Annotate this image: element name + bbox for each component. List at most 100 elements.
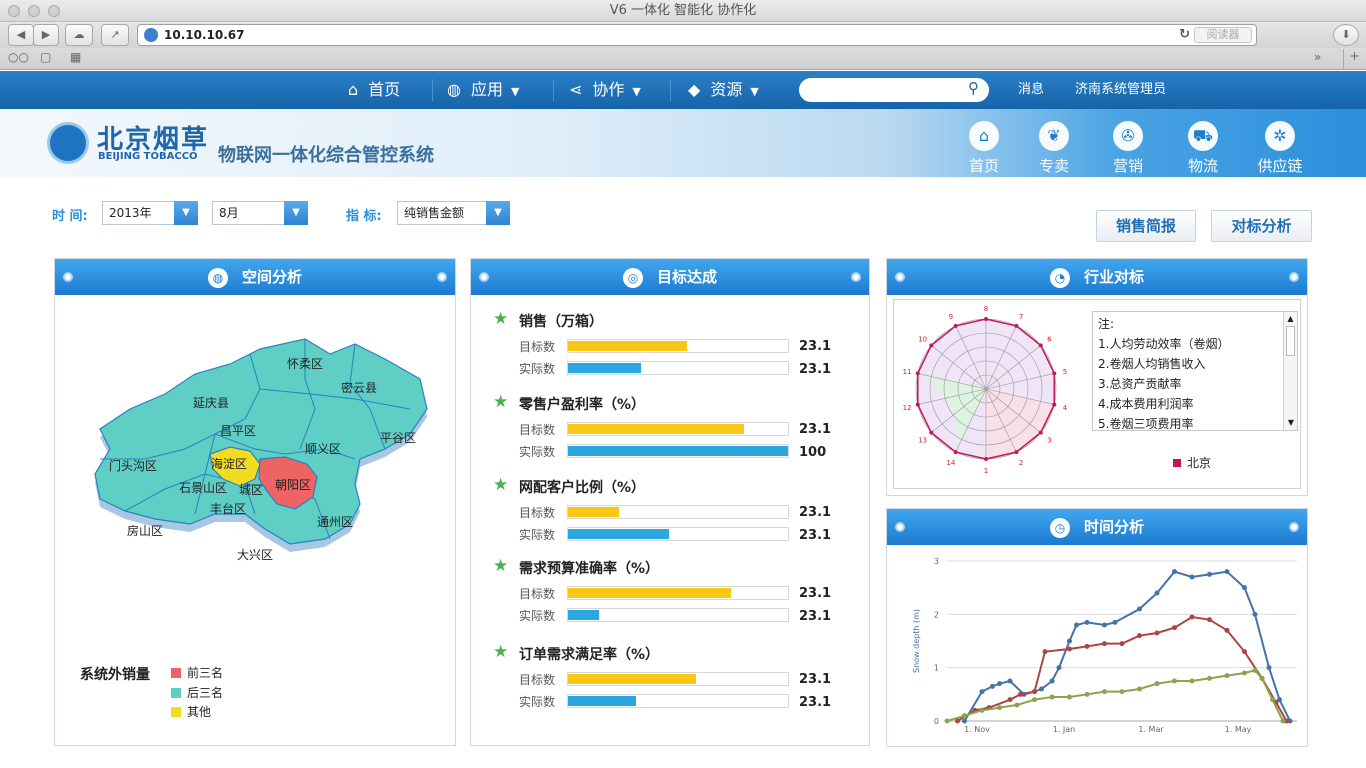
panel-dot-icon (479, 272, 489, 282)
sales-report-button[interactable]: 销售简报 (1096, 210, 1196, 242)
star-icon: ★ (493, 556, 509, 576)
new-tab-icon[interactable]: + (1343, 49, 1365, 69)
map-region-teal[interactable] (94, 338, 428, 545)
radar-point (1014, 450, 1019, 455)
year-select[interactable]: 2013年 ▼ (102, 201, 198, 225)
district-label: 朝阳区 (275, 478, 312, 492)
note-item: 2.卷烟人均销售收入 (1098, 357, 1206, 371)
radar-point (953, 450, 958, 455)
nav-item-resources[interactable]: ◆ 资源 ▼ (688, 71, 759, 109)
district-label: 延庆县 (193, 396, 230, 410)
radar-axis-label: 4 (1063, 404, 1068, 412)
download-icon[interactable]: ⬇ (1333, 24, 1359, 46)
scroll-up-icon[interactable]: ▲ (1287, 314, 1294, 323)
series-point (1042, 649, 1048, 655)
actual-label: 实际数 (519, 609, 556, 623)
series-point (1007, 697, 1013, 703)
panel-dot-icon (437, 272, 447, 282)
banner-item-monopoly[interactable]: ❦ 专卖 (1024, 121, 1084, 176)
series-point (1067, 638, 1072, 644)
radar-point (915, 402, 920, 407)
series-point (1102, 622, 1107, 628)
reading-list-icon[interactable]: ○○ (8, 50, 29, 64)
close-window-icon[interactable] (8, 5, 20, 17)
district-label: 丰台区 (210, 502, 247, 516)
search-box[interactable]: ⚲ (799, 78, 989, 102)
search-icon[interactable]: ⚲ (968, 79, 979, 97)
series-point (997, 705, 1002, 711)
y-tick-label: 3 (934, 557, 939, 566)
panel-dot-icon (895, 522, 905, 532)
browser-titlebar: V6 一体化 智能化 协作化 (0, 0, 1366, 22)
top-sites-icon[interactable]: ▦ (70, 50, 82, 64)
user-menu[interactable]: 济南系统管理员 (1075, 82, 1167, 97)
chevron-down-icon[interactable]: ▼ (486, 201, 510, 225)
actual-bar (568, 610, 599, 620)
legend-swatch (171, 668, 181, 678)
banner-item-supply-chain[interactable]: ✲ 供应链 (1250, 121, 1310, 176)
radar-notes[interactable]: 注: 1.人均劳动效率（卷烟） 2.卷烟人均销售收入 3.总资产贡献率 4.成本… (1092, 311, 1298, 431)
nav-item-label: 资源 (710, 80, 743, 99)
map-legend-title: 系统外销量 (80, 667, 150, 683)
bookmarks-icon[interactable]: ▢ (40, 50, 52, 64)
map-region-red[interactable] (258, 456, 318, 510)
search-input[interactable] (809, 81, 959, 99)
note-item: 5.卷烟三项费用率 (1098, 417, 1194, 430)
series-point (1007, 678, 1013, 684)
system-title: 物联网一体化综合管控系统 (218, 145, 434, 166)
radar-point (1038, 430, 1043, 435)
address-bar[interactable]: 10.10.10.67 ↻ 阅读器 (137, 24, 1257, 46)
metric-select[interactable]: 纯销售金额 ▼ (397, 201, 510, 225)
district-label: 昌平区 (220, 424, 257, 438)
notes-scrollbar[interactable]: ▲ ▼ (1283, 312, 1297, 430)
series-point (1112, 619, 1118, 625)
target-icon: ◎ (622, 267, 643, 288)
banner-item-marketing[interactable]: ✇ 营销 (1098, 121, 1158, 176)
nav-item-collab[interactable]: ⋖ 协作 ▼ (569, 71, 641, 109)
forward-button[interactable]: ▶ (33, 24, 59, 46)
series-point (1084, 643, 1090, 649)
scroll-down-icon[interactable]: ▼ (1287, 418, 1295, 427)
more-bookmarks-icon[interactable]: » (1314, 50, 1322, 64)
reader-button[interactable]: 阅读器 (1194, 27, 1252, 43)
map-region-yellow[interactable] (209, 446, 261, 487)
banner-item-home[interactable]: ⌂ 首页 (954, 121, 1014, 176)
globe-icon: ◍ (447, 80, 461, 99)
actual-bar (568, 363, 641, 373)
goal-title: 订单需求满足率（%） (519, 647, 660, 663)
actual-bar (568, 529, 670, 539)
back-button[interactable]: ◀ (8, 24, 34, 46)
chevron-down-icon: ▼ (632, 85, 641, 98)
nav-item-apps[interactable]: ◍ 应用 ▼ (447, 71, 519, 109)
reload-icon[interactable]: ↻ (1179, 27, 1190, 42)
banner-item-logistics[interactable]: ⛟ 物流 (1173, 121, 1233, 176)
radar-point (1052, 371, 1057, 376)
goal-title: 网配客户比例（%） (519, 480, 646, 496)
radar-axis-label: 11 (903, 368, 912, 376)
panel-title: 空间分析 (241, 268, 302, 286)
zoom-window-icon[interactable] (48, 5, 60, 17)
radar-point (929, 430, 934, 435)
benchmark-button[interactable]: 对标分析 (1211, 210, 1312, 242)
share-icon[interactable]: ↗ (101, 24, 129, 46)
actual-bar-track (567, 361, 789, 375)
snow-depth-line-chart: 0 1 2 3 1. Nov 1. Jan 1. Mar 1. May Snow depth (… (912, 557, 1297, 734)
panel-dot-icon (1289, 522, 1299, 532)
scroll-thumb[interactable] (1286, 326, 1295, 356)
notes-title: 注: (1098, 317, 1115, 331)
district-label: 怀柔区 (287, 357, 324, 371)
series-point (1084, 691, 1090, 697)
nav-item-label: 首页 (368, 80, 401, 99)
messages-link[interactable]: 消息 (1018, 82, 1045, 97)
series-point (1224, 673, 1230, 679)
chevron-down-icon[interactable]: ▼ (174, 201, 198, 225)
chevron-down-icon[interactable]: ▼ (284, 201, 308, 225)
logo-icon (47, 122, 89, 164)
nav-item-home[interactable]: ⌂ 首页 (348, 71, 400, 109)
minimize-window-icon[interactable] (28, 5, 40, 17)
radar-spoke (985, 325, 1017, 390)
actual-bar-track (567, 527, 789, 541)
series-line (946, 669, 1284, 722)
cloud-icon[interactable]: ☁ (65, 24, 93, 46)
month-select[interactable]: 8月 ▼ (212, 201, 308, 225)
